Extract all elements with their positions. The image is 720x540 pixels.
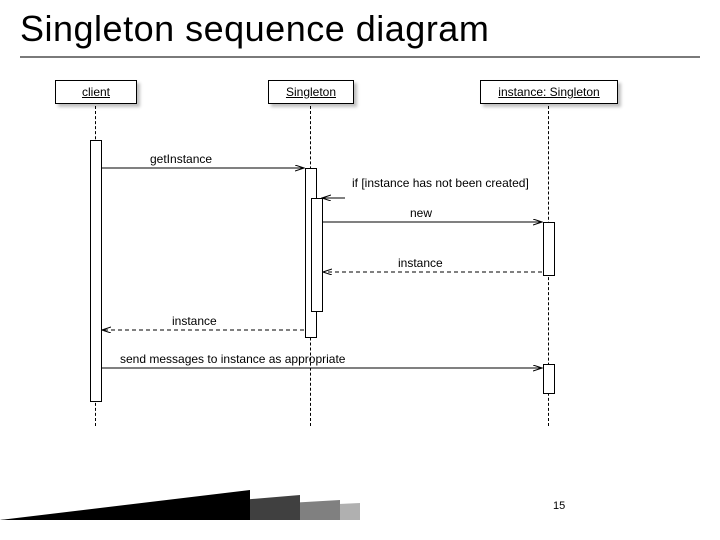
msg-new: new — [410, 206, 432, 220]
activation-singleton-2 — [311, 198, 323, 312]
slide-title: Singleton sequence diagram — [20, 8, 489, 50]
lifeline-label: Singleton — [286, 85, 336, 99]
lifeline-label: instance: Singleton — [498, 85, 599, 99]
lifeline-box-client: client — [55, 80, 137, 104]
msg-return-instance-2: instance — [172, 314, 217, 328]
msg-return-instance-1: instance — [398, 256, 443, 270]
lifeline-box-singleton: Singleton — [268, 80, 354, 104]
activation-client — [90, 140, 102, 402]
msg-getinstance: getInstance — [150, 152, 212, 166]
lifeline-box-instance: instance: Singleton — [480, 80, 618, 104]
msg-guard: if [instance has not been created] — [352, 176, 529, 190]
title-underline — [20, 56, 700, 58]
msg-send-messages: send messages to instance as appropriate — [120, 352, 345, 366]
page-number: 15 — [553, 500, 565, 512]
activation-instance-1 — [543, 222, 555, 276]
decorative-wedge — [0, 470, 360, 520]
lifeline-label: client — [82, 85, 110, 99]
activation-instance-2 — [543, 364, 555, 394]
